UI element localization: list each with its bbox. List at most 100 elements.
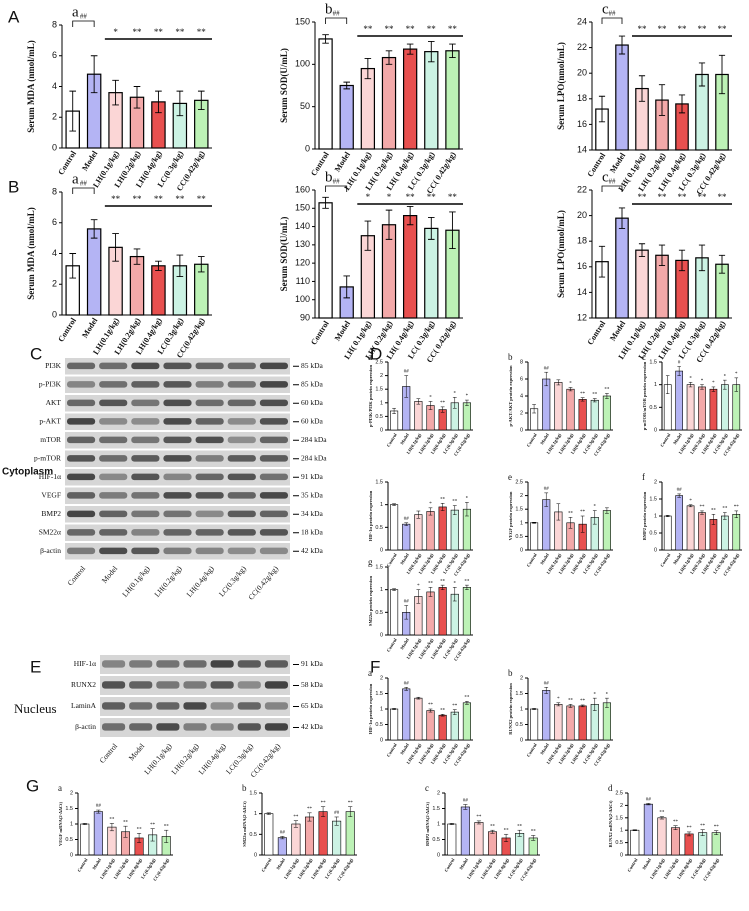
significance: **: [406, 24, 416, 34]
y-tick-label: 160: [295, 184, 310, 194]
error-bar: [440, 503, 445, 511]
error-bar: [700, 829, 705, 836]
blot-band: [210, 681, 234, 689]
bar: [390, 708, 399, 741]
bar: [686, 384, 695, 431]
error-bar: [592, 510, 597, 525]
y-tick-label: 0.5: [649, 530, 657, 536]
blot-band: [163, 418, 192, 425]
blot-band: [195, 381, 224, 388]
bar: [602, 510, 611, 551]
y-axis-label: RUNX2 mRNA(2-ΔΔCt): [608, 800, 613, 848]
error-bar: [463, 804, 468, 810]
y-tick-label: 2: [52, 112, 57, 122]
significance: **: [133, 27, 143, 37]
error-bar: [123, 825, 128, 838]
error-bar: [404, 605, 409, 620]
y-tick-label: 0: [52, 142, 57, 152]
error-bar: [90, 55, 98, 94]
blot-band: [259, 492, 288, 499]
y-tick-label: 90: [300, 312, 310, 322]
error-bar: [428, 41, 435, 63]
bar: [542, 378, 551, 431]
y-tick-label: 18: [577, 236, 587, 246]
y-tick-label: 0.5: [515, 722, 523, 728]
y-axis-label: Serum LPO(nmol/mL): [556, 42, 566, 130]
y-axis-label: p-PI3K/PI3K protein expression: [368, 364, 373, 427]
y-tick-label: 1.5: [649, 496, 657, 502]
blot-band: [264, 723, 288, 731]
error-bar: [517, 829, 522, 837]
bar: [402, 523, 411, 551]
significance: ##: [404, 517, 410, 522]
significance: **: [363, 24, 373, 34]
error-bar: [678, 249, 686, 272]
kda-label: 284 kDa: [301, 435, 327, 444]
y-tick-label: 140: [295, 221, 310, 231]
significance: ##: [677, 488, 683, 493]
protein-label: p-PI3K: [39, 379, 62, 388]
significance: **: [150, 823, 156, 828]
bar: [438, 587, 447, 636]
x-tick-label: Model: [641, 857, 652, 871]
y-tick-label: 2: [380, 373, 383, 379]
y-tick-label: 1: [380, 587, 383, 593]
significance: *: [557, 697, 560, 702]
error-bar: [673, 825, 678, 830]
y-tick-label: 18: [577, 93, 587, 103]
kda-label: 42 kDa: [301, 722, 324, 731]
bar: [80, 823, 90, 856]
panel-letter: D: [370, 344, 382, 363]
blot-band: [195, 455, 224, 462]
bracket-label: ##: [609, 178, 617, 186]
blot-band: [99, 399, 128, 407]
significance: *: [466, 394, 469, 399]
blot-band: [67, 436, 96, 444]
bar: [345, 811, 355, 856]
significance: *: [701, 379, 704, 384]
significance: **: [452, 704, 458, 709]
error-bar: [449, 211, 456, 249]
significance: **: [385, 24, 395, 34]
blot-band: [99, 510, 128, 518]
bar: [360, 67, 376, 150]
y-tick-label: 22: [577, 42, 587, 52]
error-bar: [658, 84, 666, 116]
bracket: [325, 17, 348, 24]
significance: **: [659, 811, 665, 816]
error-bar: [532, 404, 536, 414]
bar: [566, 705, 575, 741]
bar: [414, 401, 423, 431]
error-bar: [428, 587, 433, 597]
error-bar: [112, 233, 119, 262]
significance: **: [722, 507, 728, 512]
significance: **: [568, 698, 574, 703]
kda-label: 91 kDa: [301, 659, 324, 668]
significance: ##: [334, 811, 340, 816]
error-bar: [638, 75, 646, 102]
blot-band: [67, 381, 96, 388]
y-tick-label: 2.5: [615, 790, 623, 796]
y-tick-label: 1: [654, 513, 657, 519]
bar: [402, 215, 418, 319]
y-axis-label: HIF-1α protein expression: [368, 490, 373, 541]
panel-letter: G: [26, 776, 39, 795]
error-bar: [580, 397, 585, 402]
error-bar: [734, 377, 739, 392]
bar: [732, 513, 741, 551]
bar: [460, 806, 470, 856]
significance: ##: [463, 799, 469, 804]
y-tick-label: 1: [380, 706, 383, 712]
y-axis-label: Serum MDA (nmol/mL): [26, 40, 36, 133]
blot-band: [163, 547, 192, 555]
error-bar: [440, 584, 445, 590]
y-tick-label: 0.5: [375, 610, 383, 616]
significance: ##: [280, 831, 286, 836]
error-bar: [476, 820, 482, 825]
bracket-label: ##: [80, 180, 88, 188]
blot-band: [259, 529, 288, 536]
error-bar: [490, 829, 495, 834]
protein-label: BMP2: [41, 509, 61, 518]
significance: **: [718, 24, 728, 34]
bar: [462, 702, 471, 741]
